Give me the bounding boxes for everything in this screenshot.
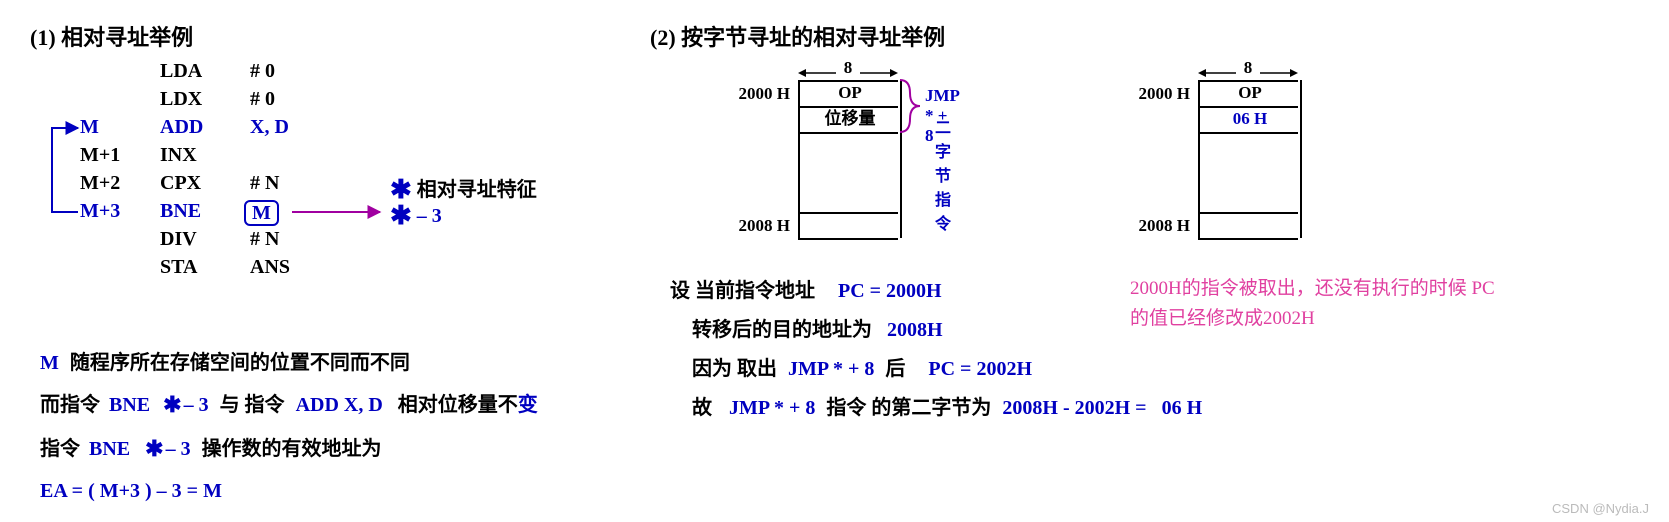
annot-line1: 2000H的指令被取出，还没有执行的时候 PC — [1130, 274, 1610, 304]
t: BNE — [109, 394, 150, 416]
t: 后 — [885, 358, 905, 380]
addr: 2008 H — [1139, 216, 1190, 236]
asm-label: M+2 — [80, 172, 160, 195]
memory-diagrams: 8 2000 H 2008 H OP 位移量 — [720, 62, 1630, 252]
feature-label: 相对寻址特征 — [417, 179, 537, 201]
explanation-lines: 设 当前指令地址 PC = 2000H 转移后的目的地址为 2008H 因为 取… — [650, 272, 1630, 428]
pink-annotation: 2000H的指令被取出，还没有执行的时候 PC 的值已经修改成2002H — [1130, 274, 1610, 335]
star-target: ✱ – 3 — [390, 201, 442, 231]
t: 转移后的目的地址为 — [692, 319, 872, 341]
t: 指令 的第二字节为 — [826, 397, 991, 419]
asm-label — [80, 60, 160, 83]
asm-row: MADDX, D — [80, 116, 350, 139]
heading-1: (1) 相对寻址举例 — [30, 20, 590, 52]
t: JMP * + 8 — [729, 397, 815, 419]
asm-row: STAANS — [80, 256, 350, 279]
asm-op: STA — [160, 256, 250, 279]
t: 因为 取出 — [692, 358, 777, 380]
t: 相对位移量不 — [398, 394, 518, 416]
addr: 2000 H — [739, 84, 790, 104]
t: PC = 2002H — [928, 358, 1032, 380]
asm-arg: # 0 — [250, 88, 350, 111]
memory-diagram-1: 8 2000 H 2008 H OP 位移量 — [720, 62, 920, 252]
addr: 2008 H — [739, 216, 790, 236]
asm-op: CPX — [160, 172, 250, 195]
width-8: 8 — [1198, 58, 1298, 78]
t: – 3 — [166, 438, 191, 460]
boxed-operand: M — [244, 200, 279, 226]
note-m: M — [40, 352, 59, 374]
asm-op: LDA — [160, 60, 250, 83]
asm-op: ADD — [160, 116, 250, 139]
t: 2008H - 2002H = — [1002, 397, 1146, 419]
asterisk-icon: ✱ — [145, 436, 163, 461]
asm-arg: ANS — [250, 256, 350, 279]
t: 设 当前指令地址 — [670, 280, 815, 302]
asm-label — [80, 88, 160, 111]
asm-arg: # N — [250, 228, 350, 251]
section-byte-relative: (2) 按字节寻址的相对寻址举例 8 2000 H 2008 H OP 位移量 — [650, 20, 1630, 512]
t: – 3 — [184, 394, 209, 416]
asterisk-icon: ✱ — [163, 392, 181, 417]
asm-label — [80, 228, 160, 251]
asm-op: INX — [160, 144, 250, 167]
asm-arg — [250, 144, 350, 167]
t: 操作数的有效地址为 — [202, 438, 382, 460]
t: 与 指令 — [220, 394, 285, 416]
t: 故 — [692, 397, 712, 419]
asm-row: M+2CPX# N — [80, 172, 350, 195]
brace-icon — [898, 80, 928, 132]
asm-label: M+1 — [80, 144, 160, 167]
t: JMP * + 8 — [788, 358, 874, 380]
asm-arg: M — [250, 200, 350, 226]
cell-06h: 06 H — [1198, 106, 1302, 132]
star-minus3: – 3 — [417, 205, 442, 227]
asm-label: M — [80, 116, 160, 139]
annot-line2: 的值已经修改成2002H — [1130, 304, 1610, 334]
asm-row: LDX# 0 — [80, 88, 350, 111]
asm-row: DIV# N — [80, 228, 350, 251]
addr: 2000 H — [1139, 84, 1190, 104]
t: 06 H — [1162, 397, 1203, 419]
heading-2: (2) 按字节寻址的相对寻址举例 — [650, 20, 1630, 52]
memory-diagram-2: 8 2000 H 2008 H OP 06 H — [1120, 62, 1320, 252]
cell-op: OP — [798, 80, 902, 106]
asm-row: LDA# 0 — [80, 60, 350, 83]
t: ADD X, D — [296, 394, 383, 416]
t: BNE — [89, 438, 130, 460]
asm-label: M+3 — [80, 200, 160, 226]
width-8: 8 — [798, 58, 898, 78]
ea-formula: EA = ( M+3 ) – 3 = M — [40, 472, 590, 510]
asm-op: DIV — [160, 228, 250, 251]
t: 而指令 — [40, 394, 100, 416]
notes-left: M 随程序所在存储空间的位置不同而不同 而指令 BNE ✱– 3 与 指令 AD… — [30, 344, 590, 510]
asm-arg: # 0 — [250, 60, 350, 83]
asm-label — [80, 256, 160, 279]
note1-text: 随程序所在存储空间的位置不同而不同 — [70, 352, 410, 374]
t: PC = 2000H — [838, 280, 942, 302]
section-relative-addressing: (1) 相对寻址举例 ✱ 相对寻址特征 — [30, 20, 590, 512]
t: 2008H — [887, 319, 943, 341]
assembly-listing: ✱ 相对寻址特征 ✱ – 3 LDA# 0LDX# 0MADDX, DM+1IN… — [40, 60, 590, 340]
asm-row: M+3BNEM — [80, 200, 350, 226]
cell-op: OP — [1198, 80, 1302, 106]
asm-op: BNE — [160, 200, 250, 226]
asm-op: LDX — [160, 88, 250, 111]
asm-arg: # N — [250, 172, 350, 195]
t: 变 — [518, 394, 538, 416]
asm-arg: X, D — [250, 116, 350, 139]
asterisk-icon: ✱ — [390, 201, 412, 230]
asm-row: M+1INX — [80, 144, 350, 167]
cell-disp: 位移量 — [798, 106, 902, 132]
side-sub: 二字节指令 — [935, 114, 951, 234]
watermark: CSDN @Nydia.J — [1552, 501, 1649, 516]
asterisk-icon: ✱ — [390, 175, 412, 204]
t: 指令 — [40, 438, 80, 460]
